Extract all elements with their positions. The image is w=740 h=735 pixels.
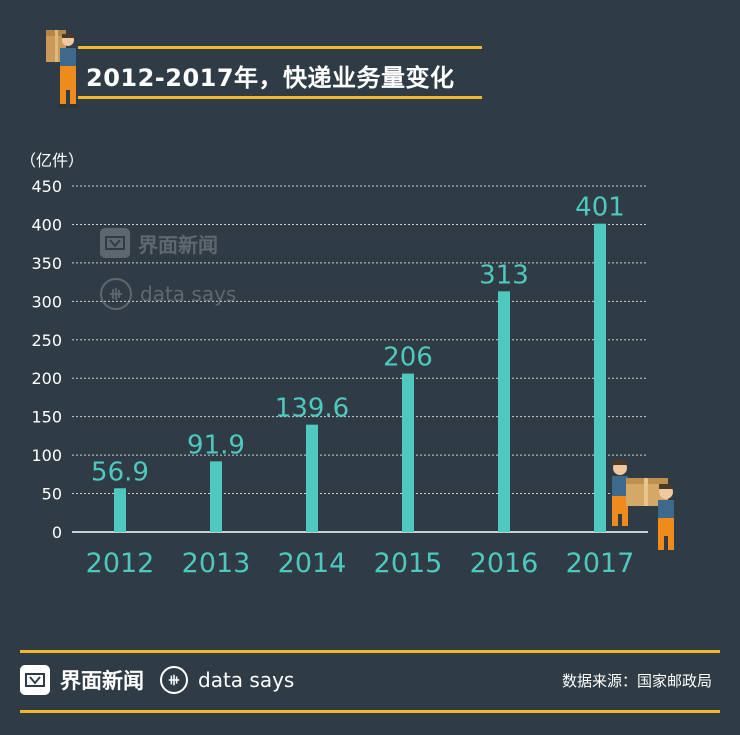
bar-2017	[594, 223, 606, 533]
y-tick-label: 150	[31, 408, 62, 427]
data-label-2013: 91.9	[187, 430, 245, 460]
y-tick-label: 450	[31, 177, 62, 196]
bar-2016	[498, 291, 510, 532]
delivery-workers-carrying-box-icon	[612, 460, 674, 550]
y-tick-label: 400	[31, 215, 62, 234]
x-tick-label-2013: 2013	[182, 548, 251, 579]
footer-datasays-text: data says	[198, 668, 295, 692]
jiemian-logo-icon	[20, 665, 50, 695]
jiemian-logo-icon	[100, 228, 130, 258]
title-bottom-rule	[78, 96, 482, 99]
watermark-datasays: data says	[100, 278, 236, 310]
data-says-logo-icon	[100, 278, 132, 310]
x-tick-label-2017: 2017	[566, 548, 635, 579]
bar-2014	[306, 424, 318, 532]
watermark-brand: 界面新闻	[100, 228, 218, 258]
data-label-2012: 56.9	[91, 457, 149, 487]
bar-2012	[114, 488, 126, 532]
data-source-label: 数据来源：国家邮政局	[561, 672, 712, 690]
y-tick-label: 350	[31, 254, 62, 273]
title-top-rule	[78, 46, 482, 49]
y-tick-label: 100	[31, 446, 62, 465]
x-tick-label-2016: 2016	[470, 548, 539, 579]
data-label-2016: 313	[479, 260, 529, 290]
delivery-worker-icon	[46, 30, 78, 108]
y-tick-label: 200	[31, 369, 62, 388]
x-tick-label-2014: 2014	[278, 548, 347, 579]
y-tick-label: 0	[52, 523, 62, 542]
footer-bottom-rule	[20, 710, 720, 713]
data-says-logo-icon	[160, 666, 188, 694]
y-tick-label: 300	[31, 292, 62, 311]
bar-2013	[210, 461, 222, 532]
footer-brand: 界面新闻 data says	[20, 664, 294, 696]
y-axis-unit-label: （亿件）	[20, 151, 85, 170]
data-label-2017: 401	[575, 193, 625, 223]
footer-top-rule	[20, 650, 720, 653]
x-tick-label-2015: 2015	[374, 548, 443, 579]
chart-title: 2012-2017年，快递业务量变化	[86, 64, 455, 92]
y-tick-label: 250	[31, 331, 62, 350]
bar-chart: 0 50 100 150 200 250 300 350 400 450 56.9 2012 91.9 2…	[31, 177, 648, 579]
data-label-2014: 139.6	[275, 394, 349, 424]
watermark-brand-text: 界面新闻	[138, 232, 218, 257]
watermark-datasays-text: data says	[140, 282, 237, 306]
footer-brand-text: 界面新闻	[60, 669, 144, 693]
data-label-2015: 206	[383, 343, 433, 373]
bar-2015	[402, 373, 414, 532]
x-tick-label-2012: 2012	[86, 548, 155, 579]
y-tick-label: 50	[42, 485, 62, 504]
